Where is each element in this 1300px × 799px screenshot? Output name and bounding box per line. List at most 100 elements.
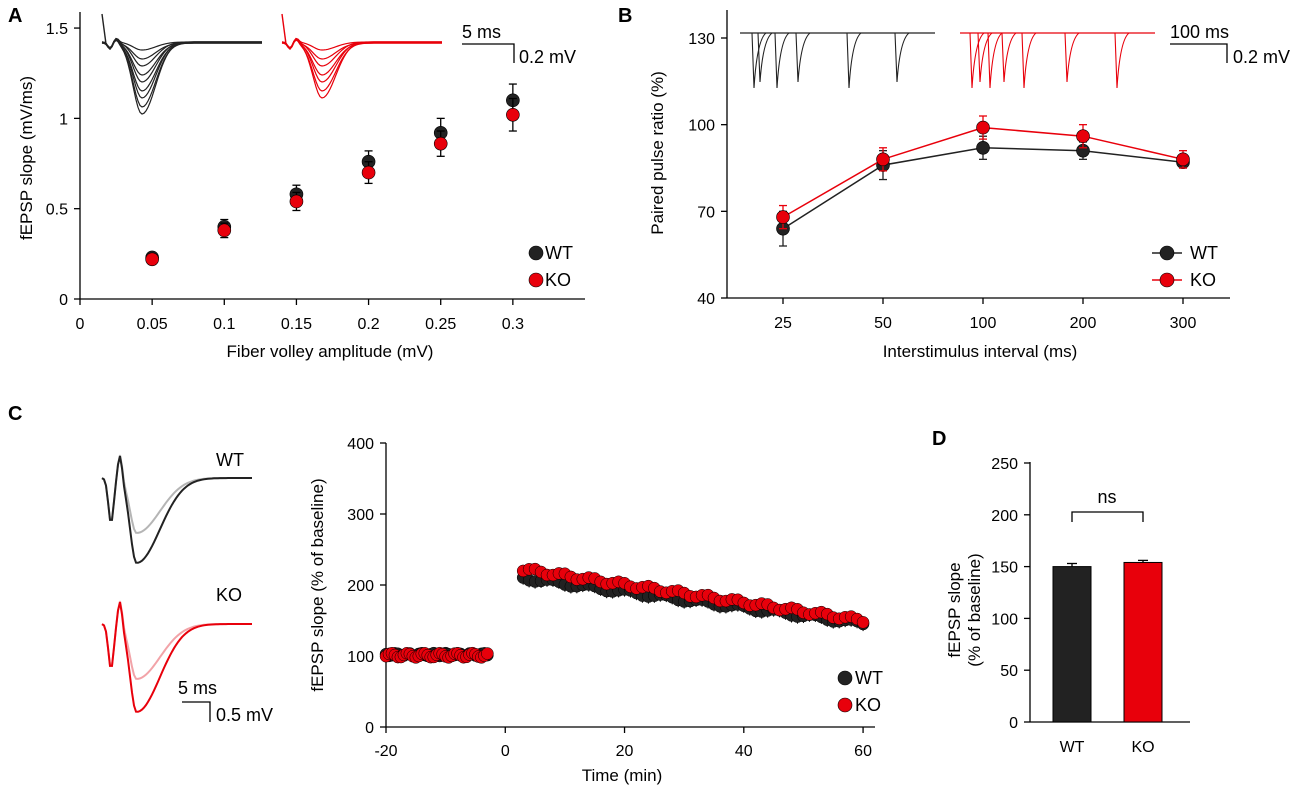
trace-ko-post: [101, 601, 252, 713]
y-tick-label: 150: [991, 560, 1018, 577]
panel-d-significance-bracket: [1071, 511, 1144, 522]
panel-a-scale-time: 5 ms: [462, 22, 501, 42]
y-tick-label: 1: [59, 111, 68, 128]
panel-a-label: A: [8, 5, 22, 27]
x-tick-label: 0.05: [137, 316, 168, 333]
y-tick-label: 130: [688, 31, 715, 48]
y-tick-label: 0.5: [46, 202, 68, 219]
panel-b-x-label: Interstimulus interval (ms): [883, 342, 1078, 361]
panel-a: A 0 0.5 1 1.5 0 0.05 0.1 0.15 0.2 0.25 0.3 Fiber …: [8, 5, 585, 361]
trace: [101, 38, 262, 99]
y-tick-label: 50: [1000, 663, 1018, 680]
y-tick-label: 0: [1009, 715, 1018, 732]
panel-c-x-label: Time (min): [582, 766, 663, 785]
panel-b-scale-time: 100 ms: [1170, 22, 1229, 42]
trace-spike: [1064, 32, 1080, 83]
y-tick-label: 300: [347, 507, 374, 524]
panel-c-trace-label-wt: WT: [216, 450, 244, 470]
panel-b-x-ticks: 25 50 100 200 300: [774, 298, 1196, 332]
panel-b-legend-ko-marker: [1159, 272, 1175, 288]
panel-a-x-ticks: 0 0.05 0.1 0.15 0.2 0.25 0.3: [76, 299, 524, 333]
panel-a-y-ticks: 0 0.5 1 1.5: [46, 21, 80, 309]
trace-spike: [987, 32, 1003, 89]
panel-c-y-ticks: 0 100 200 300 400: [347, 436, 386, 737]
panel-d: D 0 50 100 150 200 250 WT KO fEPSP slope (% of…: [932, 428, 1190, 756]
panel-a-data-points: [145, 83, 520, 267]
panel-a-legend-ko-marker: [528, 272, 544, 288]
panel-c-legend-wt-marker: [837, 670, 853, 686]
point-ko: [217, 223, 232, 238]
panel-c-example-traces: [101, 454, 252, 713]
panel-d-label: D: [932, 428, 946, 450]
panel-a-legend-wt-marker: [528, 245, 544, 261]
trace-wt-post: [101, 455, 252, 564]
trace: [101, 38, 262, 115]
stim-artifact: [281, 13, 287, 45]
point-ko: [481, 647, 494, 660]
panel-a-y-label: fEPSP slope (mV/ms): [17, 76, 36, 240]
point-ko: [976, 120, 990, 135]
point-ko: [361, 165, 376, 180]
trace: [281, 38, 442, 99]
y-tick-label: 0: [365, 720, 374, 737]
x-tick-label: KO: [1131, 739, 1154, 756]
y-tick-label: 40: [697, 291, 715, 308]
panel-b-scale-bar: [1170, 43, 1228, 63]
x-tick-label: 0.3: [502, 316, 524, 333]
x-tick-label: 0.1: [213, 316, 235, 333]
panel-d-significance-label: ns: [1097, 487, 1116, 507]
x-tick-label: 25: [774, 315, 792, 332]
panel-a-example-traces: [101, 13, 442, 115]
panel-b-example-traces: [740, 32, 1155, 89]
panel-b-label: B: [618, 5, 632, 27]
point-ko: [289, 194, 304, 209]
trace-spike: [751, 32, 767, 89]
panel-b-legend-wt-marker: [1159, 245, 1175, 261]
trace-spike: [774, 32, 790, 89]
y-tick-label: 400: [347, 436, 374, 453]
y-tick-label: 250: [991, 456, 1018, 473]
panel-c-scale-time: 5 ms: [178, 678, 217, 698]
x-tick-label: 0: [76, 316, 85, 333]
x-tick-label: 0.25: [425, 316, 456, 333]
x-tick-label: 40: [735, 743, 753, 760]
point-ko: [876, 152, 890, 167]
panel-b-y-ticks: 40 70 100 130: [688, 31, 727, 308]
x-tick-label: 100: [970, 315, 997, 332]
panel-d-y-label-line1: fEPSP slope: [945, 562, 964, 657]
x-tick-label: 300: [1170, 315, 1197, 332]
trace-spike: [977, 32, 993, 83]
point-ko: [1076, 129, 1090, 144]
trace: [281, 39, 442, 76]
x-tick-label: 60: [854, 743, 872, 760]
y-tick-label: 200: [347, 578, 374, 595]
panel-c-trace-label-ko: KO: [216, 585, 242, 605]
panel-b-series: [776, 115, 1190, 247]
panel-c-x-ticks: -20 0 20 40 60: [374, 727, 872, 760]
panel-c-scale-bar: [182, 701, 211, 722]
panel-c-y-label: fEPSP slope (% of baseline): [308, 478, 327, 691]
trace-spike: [1001, 32, 1017, 83]
x-tick-label: 0.15: [281, 316, 312, 333]
x-tick-label: WT: [1060, 739, 1085, 756]
y-tick-label: 0: [59, 292, 68, 309]
trace: [101, 38, 262, 83]
panel-b: B 40 70 100 130 25 50 100 200 300 Interstimulus…: [618, 5, 1290, 361]
point-ko: [433, 136, 448, 151]
bar-ko: [1123, 561, 1163, 723]
trace-spike: [1021, 32, 1037, 89]
x-tick-label: 200: [1070, 315, 1097, 332]
point-ko: [145, 252, 159, 267]
y-tick-label: 1.5: [46, 21, 68, 38]
panel-a-legend-ko: KO: [545, 270, 571, 290]
panel-c-legend-ko-marker: [837, 697, 853, 713]
y-tick-label: 100: [688, 118, 715, 135]
y-tick-label: 200: [991, 508, 1018, 525]
x-tick-label: -20: [374, 743, 397, 760]
trace: [281, 38, 442, 83]
panel-b-legend-ko: KO: [1190, 270, 1216, 290]
y-tick-label: 100: [991, 611, 1018, 628]
point-ko: [1176, 152, 1190, 167]
